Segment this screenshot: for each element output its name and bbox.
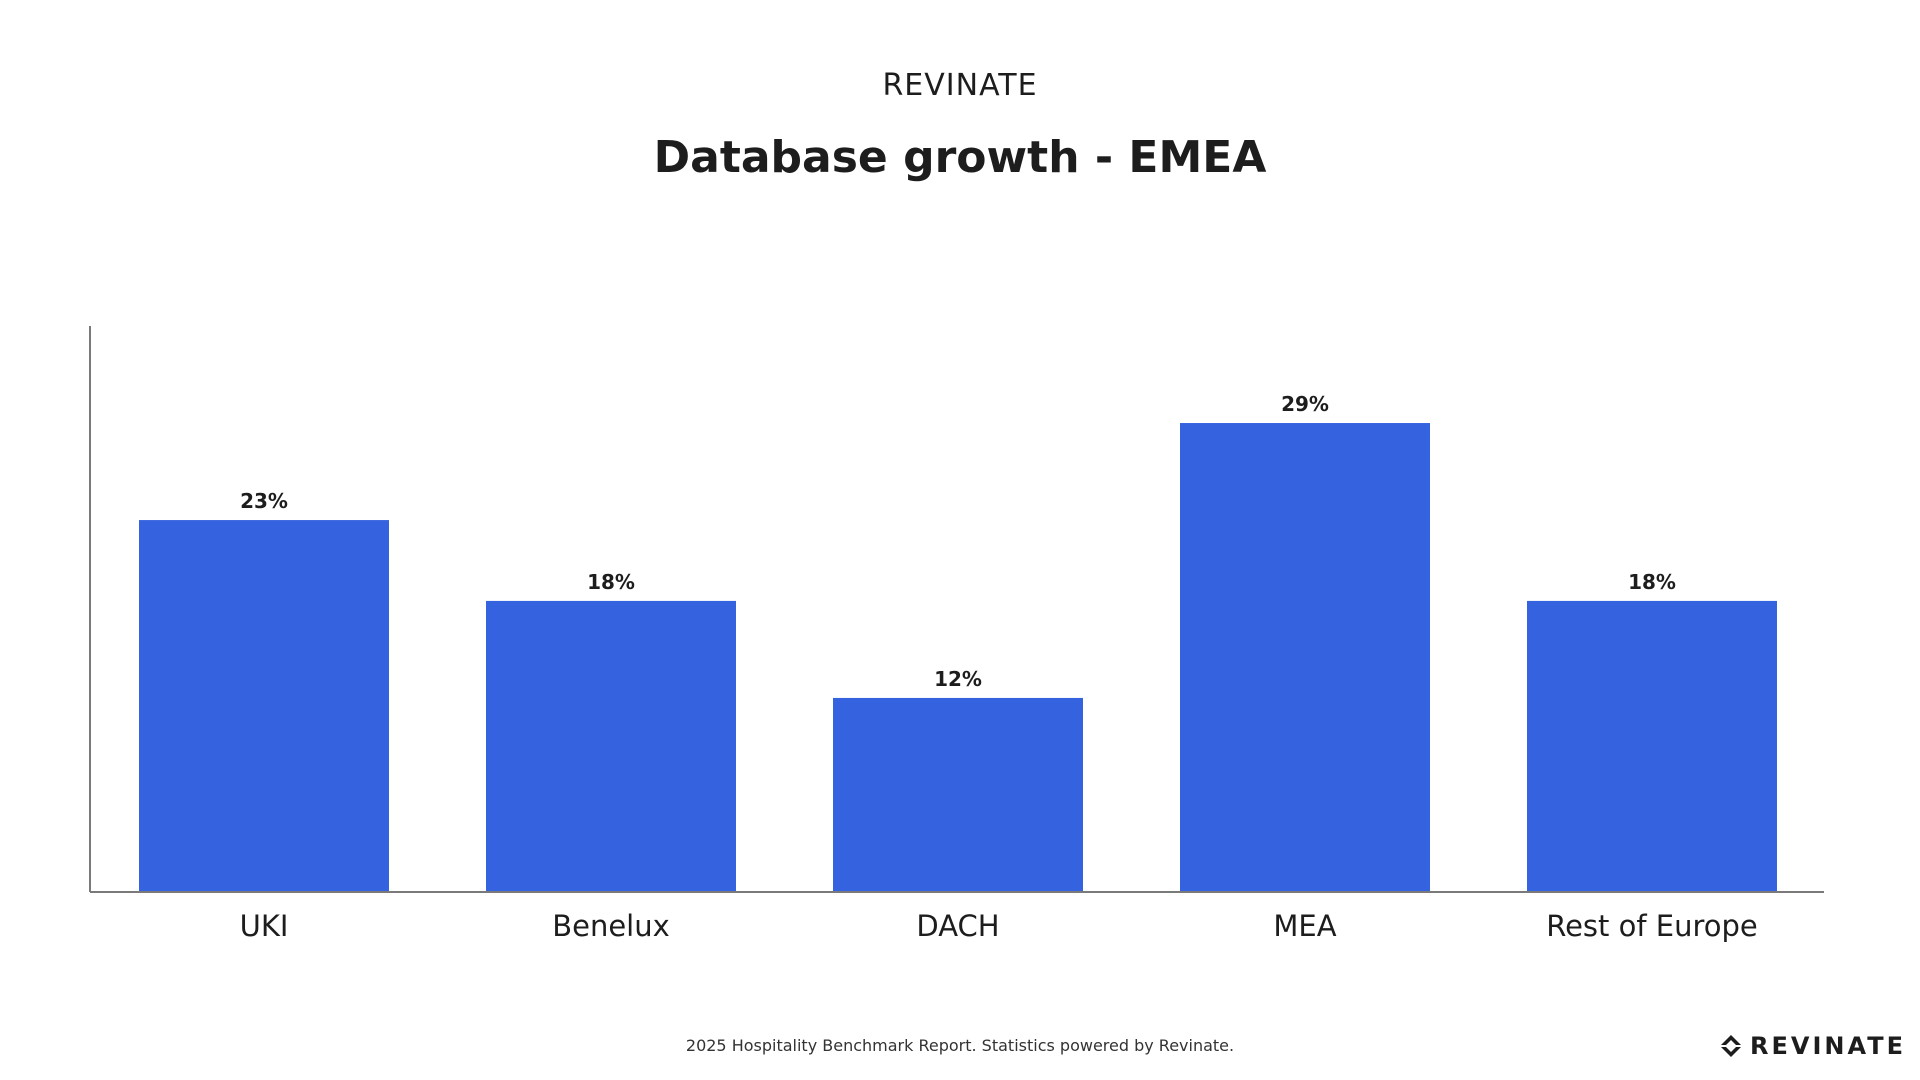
logo-text: REVINATE	[1750, 1032, 1906, 1060]
bar-dach	[833, 697, 1083, 892]
bar-mea	[1180, 423, 1430, 892]
bar-rest-of-europe	[1527, 600, 1777, 892]
x-tick-label: MEA	[1273, 909, 1336, 943]
data-label: 12%	[934, 667, 982, 691]
footer-source-text: 2025 Hospitality Benchmark Report. Stati…	[685, 1036, 1235, 1055]
data-label: 18%	[1628, 570, 1676, 594]
data-label: 23%	[240, 489, 288, 513]
x-tick-label: Rest of Europe	[1546, 909, 1758, 943]
data-label: 29%	[1281, 392, 1329, 416]
x-tick-label: DACH	[916, 909, 999, 943]
bar-benelux	[486, 600, 736, 892]
data-label: 18%	[587, 570, 635, 594]
revinate-logo: REVINATE	[1720, 1032, 1906, 1060]
x-tick-label: UKI	[240, 909, 289, 943]
revinate-logo-icon	[1721, 1035, 1742, 1057]
chart-title: Database growth - EMEA	[653, 132, 1267, 183]
bar-uki	[139, 520, 389, 892]
x-tick-label: Benelux	[552, 909, 670, 943]
brand-header: REVINATE	[882, 68, 1038, 103]
